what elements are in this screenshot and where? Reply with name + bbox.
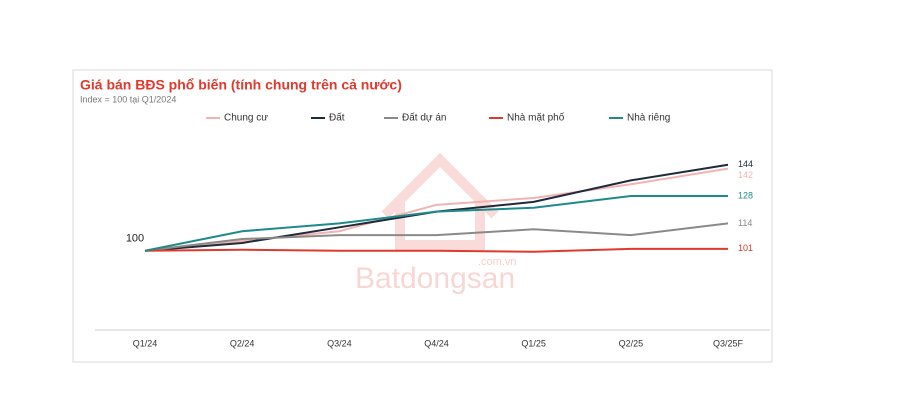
watermark: Batdongsan <box>355 262 515 295</box>
watermark-logo <box>381 152 499 250</box>
end-value-label: 101 <box>738 243 753 253</box>
x-tick-label: Q1/25 <box>521 338 546 348</box>
legend-label: Đất <box>329 112 345 124</box>
legend-label: Nhà riêng <box>627 113 670 124</box>
start-value-label: 100 <box>126 233 144 245</box>
series-line <box>144 167 729 252</box>
series-line <box>144 195 728 252</box>
x-tick-label: Q3/25F <box>713 338 744 348</box>
watermark-domain: .com.vn <box>478 256 517 268</box>
x-tick-label: Q1/24 <box>133 338 158 348</box>
x-tick-label: Q4/24 <box>424 338 449 348</box>
end-value-label: 128 <box>738 190 753 200</box>
chart-frame <box>72 69 773 363</box>
end-value-label: 142 <box>738 170 753 180</box>
x-tick-label: Q3/24 <box>327 338 352 348</box>
x-tick-label: Q2/25 <box>619 338 644 348</box>
x-tick-label: Q2/24 <box>230 338 255 348</box>
legend-label: Đất dự án <box>402 112 447 124</box>
legend-label: Nhà mặt phố <box>507 112 565 124</box>
end-value-label: 114 <box>738 218 752 228</box>
series-line <box>144 247 728 253</box>
end-value-label: 144 <box>738 159 753 169</box>
chart-subtitle: Index = 100 tại Q1/2024 <box>80 94 176 104</box>
chart-title: Giá bán BĐS phổ biến (tính chung trên cả… <box>80 77 402 93</box>
series-line <box>144 222 729 252</box>
legend-label: Chung cư <box>224 113 268 124</box>
